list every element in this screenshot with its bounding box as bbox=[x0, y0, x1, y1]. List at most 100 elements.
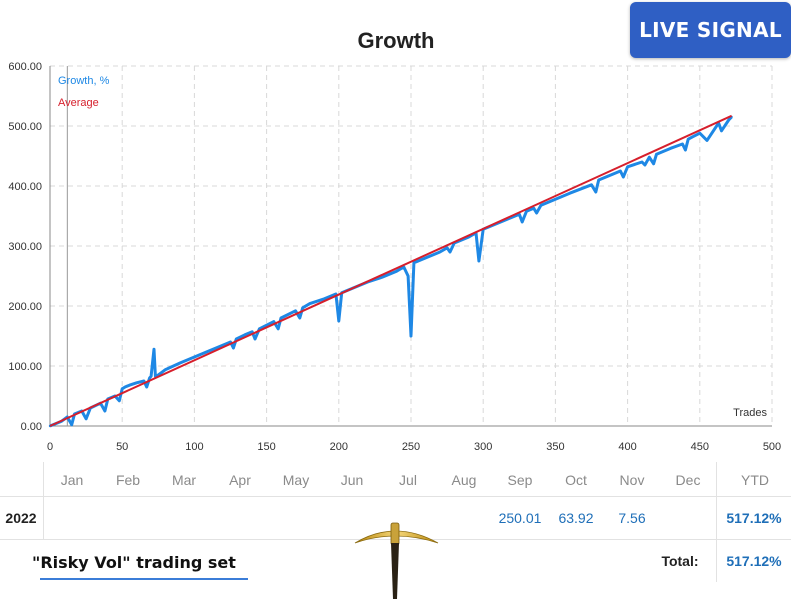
month-header-jul: Jul bbox=[399, 472, 417, 488]
month-header-oct: Oct bbox=[565, 472, 587, 488]
growth-point bbox=[70, 423, 73, 426]
growth-point bbox=[691, 135, 694, 138]
total-label: Total: bbox=[661, 553, 699, 569]
growth-point bbox=[235, 337, 238, 341]
growth-point bbox=[597, 178, 600, 182]
growth-point bbox=[412, 261, 416, 264]
growth-point bbox=[148, 376, 151, 380]
tick-labels: 0.00 100.00 200.00 300.00 400.00 500.00 600.00… bbox=[8, 61, 781, 453]
growth-point bbox=[84, 417, 88, 420]
growth-point bbox=[128, 384, 131, 387]
growth-point bbox=[152, 348, 156, 351]
pickaxe-icon bbox=[354, 522, 439, 599]
legend: Growth, % Average bbox=[58, 75, 110, 109]
y-tick-label: 200.00 bbox=[8, 301, 42, 313]
growth-point bbox=[409, 334, 413, 338]
growth-point bbox=[337, 319, 340, 323]
x-tick-label: 200 bbox=[330, 441, 348, 453]
growth-point bbox=[276, 327, 280, 330]
growth-point bbox=[619, 169, 622, 173]
growth-point bbox=[520, 220, 524, 224]
growth-point bbox=[193, 355, 196, 359]
y-tick-label: 400.00 bbox=[8, 181, 42, 193]
growth-point bbox=[265, 324, 268, 327]
total-row: Total: 517.12% bbox=[0, 540, 791, 580]
growth-point bbox=[539, 204, 543, 207]
growth-point bbox=[301, 306, 304, 309]
grid bbox=[50, 65, 773, 426]
growth-point bbox=[142, 379, 146, 383]
growth-point bbox=[232, 346, 235, 350]
chart-title: Growth bbox=[358, 28, 435, 53]
growth-point bbox=[640, 160, 644, 164]
month-header-feb: Feb bbox=[115, 472, 141, 488]
month-header-dec: Dec bbox=[675, 472, 701, 488]
title-underline bbox=[40, 578, 248, 580]
growth-point bbox=[149, 375, 153, 378]
growth-point bbox=[402, 265, 405, 269]
growth-point bbox=[118, 399, 121, 402]
growth-point bbox=[103, 409, 107, 413]
ytd-header: YTD bbox=[741, 472, 769, 488]
growth-point bbox=[687, 138, 690, 141]
average-line bbox=[49, 114, 733, 427]
month-header-may: May bbox=[282, 472, 310, 488]
x-tick-label: 50 bbox=[116, 441, 128, 453]
x-tick-label: 450 bbox=[691, 441, 709, 453]
axes bbox=[49, 66, 772, 427]
growth-point bbox=[406, 274, 410, 278]
ytd-value: 517.12% bbox=[726, 510, 782, 526]
growth-point bbox=[121, 387, 124, 390]
growth-point bbox=[222, 343, 225, 347]
x-tick-label: 300 bbox=[474, 441, 492, 453]
growth-point bbox=[445, 246, 449, 249]
growth-point bbox=[622, 175, 625, 179]
month-value-oct: 63.92 bbox=[558, 510, 594, 526]
growth-point bbox=[417, 259, 420, 263]
growth-point bbox=[207, 349, 211, 353]
growth-point bbox=[652, 162, 655, 165]
month-header-jun: Jun bbox=[340, 472, 364, 488]
y-tick-label: 500.00 bbox=[8, 121, 42, 133]
growth-point bbox=[705, 139, 709, 142]
x-axis-label: Trades bbox=[733, 407, 767, 419]
month-header-mar: Mar bbox=[171, 472, 197, 488]
month-value-sep: 250.01 bbox=[498, 510, 542, 526]
growth-point bbox=[626, 165, 629, 168]
live-signal-badge[interactable]: LIVE SIGNAL bbox=[630, 2, 791, 58]
x-tick-label: 500 bbox=[763, 441, 781, 453]
legend-average: Average bbox=[58, 97, 99, 109]
x-tick-label: 150 bbox=[257, 441, 275, 453]
year-label: 2022 bbox=[5, 510, 37, 526]
series-group bbox=[48, 114, 733, 428]
x-tick-label: 400 bbox=[618, 441, 636, 453]
growth-point bbox=[323, 297, 326, 300]
growth-point bbox=[253, 337, 257, 341]
growth-point bbox=[272, 320, 276, 323]
y-tick-label: 100.00 bbox=[8, 361, 42, 373]
growth-point bbox=[164, 368, 167, 371]
growth-point bbox=[294, 309, 297, 312]
growth-point bbox=[178, 361, 182, 365]
x-tick-label: 250 bbox=[402, 441, 420, 453]
legend-growth: Growth, % bbox=[58, 75, 110, 87]
growth-point bbox=[568, 192, 572, 195]
y-tick-label: 600.00 bbox=[8, 61, 42, 73]
trading-set-title: "Risky Vol" trading set bbox=[32, 553, 236, 572]
growth-point bbox=[611, 172, 615, 176]
growth-point bbox=[594, 190, 598, 194]
growth-point bbox=[395, 270, 398, 273]
month-header-aug: Aug bbox=[451, 472, 477, 488]
y-tick-label: 300.00 bbox=[8, 241, 42, 253]
growth-point bbox=[720, 129, 723, 132]
growth-point bbox=[655, 153, 658, 156]
growth-point bbox=[684, 148, 687, 152]
total-value: 517.12% bbox=[726, 553, 782, 569]
growth-point bbox=[243, 333, 247, 336]
growth-point bbox=[123, 385, 127, 389]
month-header-sep: Sep bbox=[507, 472, 533, 488]
growth-point bbox=[590, 183, 593, 186]
growth-point bbox=[448, 250, 452, 254]
growth-point bbox=[380, 276, 384, 279]
table-row-2022: 2022 250.01 63.92 7.56 517.12% bbox=[0, 497, 791, 537]
